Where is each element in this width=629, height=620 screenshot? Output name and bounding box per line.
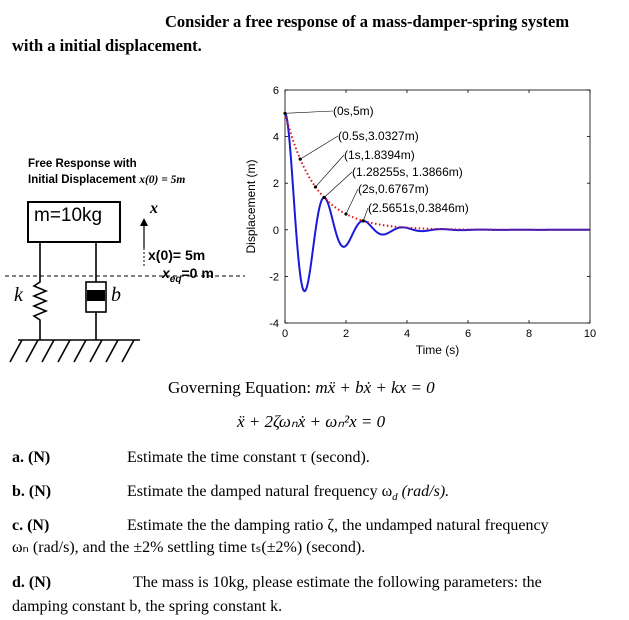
annotation-label: (2.5651s,0.3846m)	[368, 201, 469, 215]
x-arrow-icon	[140, 218, 148, 226]
question-c-text: Estimate the the damping ratio ζ, the un…	[127, 517, 549, 534]
question-d-text: The mass is 10kg, please estimate the fo…	[133, 574, 542, 591]
y-tick-label: -4	[269, 318, 279, 330]
annotation-point	[361, 219, 365, 223]
annotation-point	[322, 195, 326, 200]
question-a: a. (N)	[12, 448, 50, 468]
annotation-point	[283, 111, 287, 115]
y-tick-label: 2	[273, 178, 279, 190]
spring-label: k	[14, 284, 23, 306]
y-tick-label: 6	[273, 85, 279, 97]
envelope-curve	[284, 113, 590, 231]
x-tick-label: 2	[343, 328, 349, 340]
mass-spring-damper-diagram	[5, 201, 245, 363]
damper-icon	[85, 242, 107, 340]
x-arrow-label: x	[150, 200, 158, 217]
annotation-leader	[315, 154, 345, 188]
annotation-point	[313, 185, 318, 189]
question-c-text-line2: ωₙ (rad/s), and the ±2% settling time tₛ…	[12, 539, 366, 556]
mass-block	[27, 201, 121, 243]
governing-equation-math: mẍ + bẋ + kx = 0	[315, 378, 435, 397]
question-b: b. (N)	[12, 482, 51, 502]
schematic-caption-line1: Free Response with	[28, 158, 137, 170]
annotation-leader	[284, 110, 334, 114]
question-b-label: b. (N)	[12, 483, 52, 500]
equilibrium-label: xeq=0 m	[162, 265, 214, 285]
question-b-text: Estimate the damped natural frequency ωd…	[127, 483, 450, 504]
problem-heading-line2: with a initial displacement.	[12, 36, 202, 55]
governing-equation-label: Governing Equation:	[168, 378, 312, 397]
question-d-label: d. (N)	[12, 574, 52, 591]
question-d: d. (N)	[12, 573, 51, 593]
question-a-text: Estimate the time constant τ (second).	[127, 449, 370, 466]
plot-frame	[284, 89, 591, 324]
governing-equation: Governing Equation: mẍ + bẋ + kx = 0	[168, 378, 435, 398]
question-c-label: c. (N)	[12, 517, 50, 534]
spring-icon	[31, 242, 49, 340]
question-d-text-line2: damping constant b, the spring constant …	[12, 598, 283, 615]
x-axis-label: Time (s)	[416, 343, 460, 357]
annotation-point	[344, 212, 348, 216]
annotation-point	[298, 157, 302, 161]
question-c: c. (N)	[12, 516, 49, 536]
annotation-leader	[300, 135, 339, 160]
x-tick-label: 6	[465, 328, 471, 340]
damper-label: b	[111, 284, 121, 306]
annotation-label: (1.28255s, 1.3866m)	[352, 165, 463, 179]
annotation-label: (0s,5m)	[333, 104, 374, 118]
problem-heading-line1: Consider a free response of a mass-dampe…	[165, 12, 570, 31]
question-a-label: a. (N)	[12, 449, 51, 466]
y-axis-label: Displacement (m)	[244, 159, 258, 253]
annotation-leader	[345, 188, 359, 215]
x-tick-label: 4	[404, 328, 410, 340]
annotation-leader	[362, 207, 369, 221]
x-tick-label: 8	[526, 328, 532, 340]
y-tick-label: -2	[269, 271, 279, 283]
free-response-chart: 0 2 4 6 8 10 -4 -2 0 2 4 6 Time (s) Displacement (m) (…	[244, 85, 596, 357]
y-tick-label: 0	[273, 225, 279, 237]
x-tick-label: 0	[282, 328, 288, 340]
schematic-caption: Free Response with Initial Displacement …	[28, 156, 185, 188]
annotation-label: (2s,0.6767m)	[358, 182, 429, 196]
normalized-equation: ẍ + 2ζωₙẋ + ωₙ²x = 0	[237, 412, 386, 431]
x-tick-label: 10	[584, 328, 596, 340]
schematic-caption-line2: Initial Displacement x(0) = 5m	[28, 174, 186, 186]
ground-icon	[9, 339, 140, 363]
annotation-leader	[323, 171, 353, 198]
annotation-label: (1s,1.8394m)	[344, 148, 415, 162]
annotation-label: (0.5s,3.0327m)	[338, 129, 419, 143]
y-tick-label: 4	[273, 132, 279, 144]
initial-displacement-label: x(0)= 5m	[148, 247, 206, 263]
mass-label: m=10kg	[34, 205, 103, 226]
